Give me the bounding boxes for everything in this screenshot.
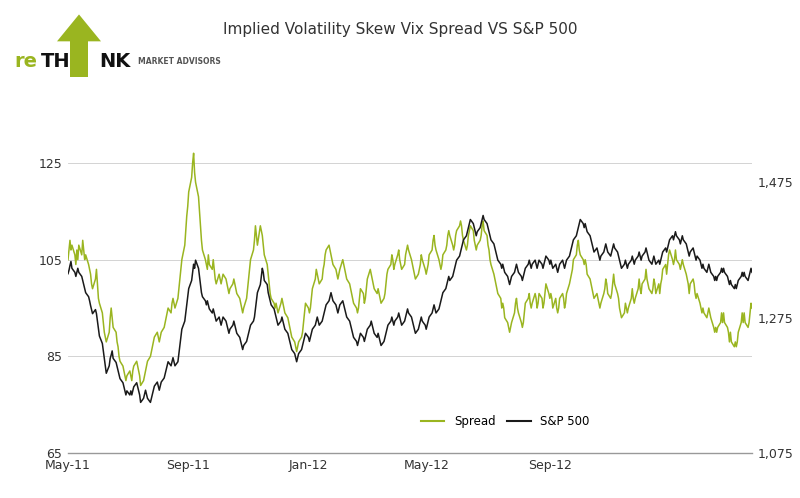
Text: TH: TH: [41, 52, 70, 71]
Polygon shape: [57, 14, 101, 41]
Polygon shape: [70, 41, 88, 77]
Legend: Spread, S&P 500: Spread, S&P 500: [415, 409, 596, 434]
Text: Implied Volatility Skew Vix Spread VS S&P 500: Implied Volatility Skew Vix Spread VS S&…: [222, 22, 578, 37]
Text: re: re: [14, 52, 37, 71]
Text: NK: NK: [99, 52, 130, 71]
Text: MARKET ADVISORS: MARKET ADVISORS: [138, 57, 221, 66]
